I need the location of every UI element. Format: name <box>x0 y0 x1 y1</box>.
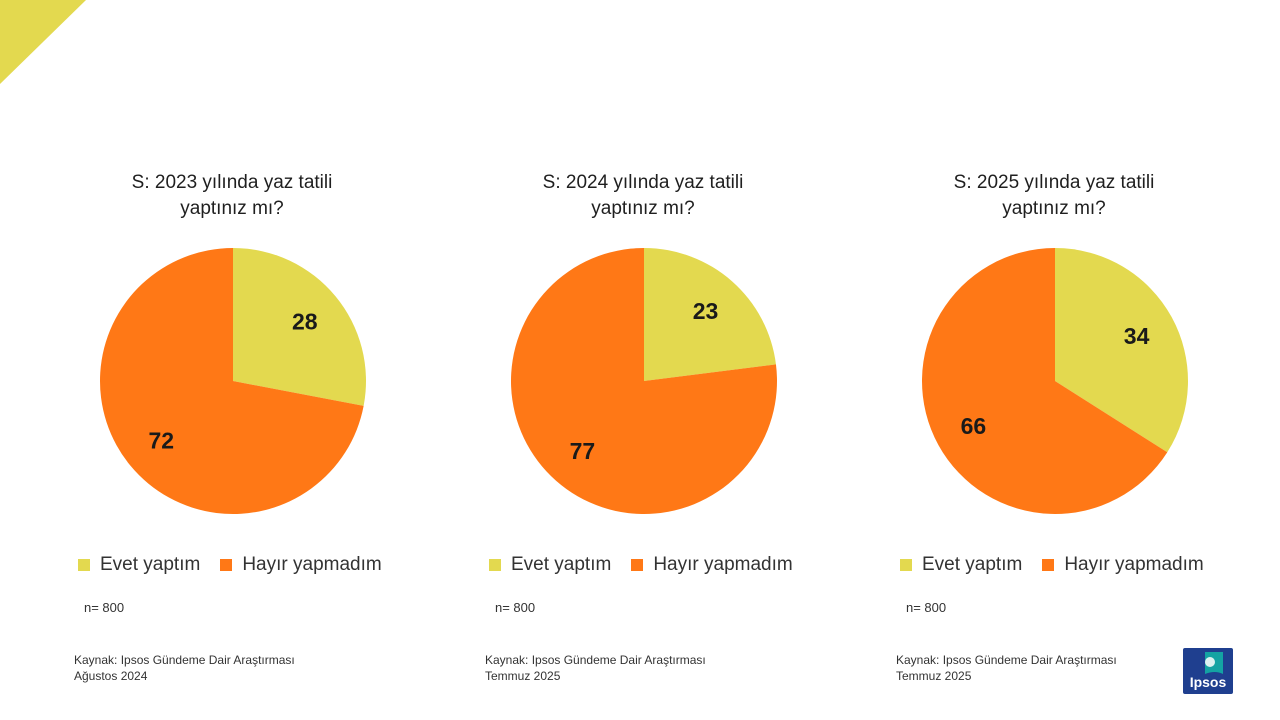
source-line-2: Ağustos 2024 <box>74 669 148 683</box>
pie-chart-2024: 23 77 <box>511 248 777 514</box>
pie-slice-evet <box>233 248 366 406</box>
sample-size-label: n= 800 <box>495 600 536 615</box>
chart-title-line-2: yaptınız mı? <box>1002 198 1106 219</box>
pie-chart-2025: 34 66 <box>922 248 1188 514</box>
legend-label-evet: Evet yaptım <box>511 554 612 575</box>
chart-panel-2025: S: 2025 yılında yaz tatili yaptınız mı? … <box>884 0 1224 720</box>
source-line-1: Kaynak: Ipsos Gündeme Dair Araştırması <box>74 653 295 667</box>
source-line-2: Temmuz 2025 <box>896 669 972 683</box>
chart-title-line-1: S: 2023 yılında yaz tatili <box>131 172 333 193</box>
source-line-2: Temmuz 2025 <box>485 669 561 683</box>
chart-title-line-1: S: 2024 yılında yaz tatili <box>542 172 744 193</box>
chart-title: S: 2023 yılında yaz tatili yaptınız mı? <box>62 170 402 222</box>
source-note: Kaynak: Ipsos Gündeme Dair Araştırması A… <box>74 652 295 684</box>
legend-item-hayir: Hayır yapmadım <box>631 554 793 576</box>
legend-label-evet: Evet yaptım <box>922 554 1023 575</box>
legend-item-hayir: Hayır yapmadım <box>1042 554 1204 576</box>
legend-item-evet: Evet yaptım <box>489 554 611 576</box>
source-line-1: Kaynak: Ipsos Gündeme Dair Araştırması <box>485 653 706 667</box>
legend-swatch-evet <box>78 559 90 571</box>
legend-swatch-hayir <box>631 559 644 571</box>
chart-panel-2023: S: 2023 yılında yaz tatili yaptınız mı? … <box>62 0 402 720</box>
pie-slice-hayir <box>99 248 364 514</box>
data-label-evet: 23 <box>693 298 719 324</box>
pie-slice-evet <box>1055 248 1188 453</box>
chart-title: S: 2025 yılında yaz tatili yaptınız mı? <box>884 170 1224 222</box>
pie-chart-2023: 28 72 <box>99 248 366 514</box>
legend-item-evet: Evet yaptım <box>900 554 1022 576</box>
legend-label-evet: Evet yaptım <box>100 554 201 575</box>
source-note: Kaynak: Ipsos Gündeme Dair Araştırması T… <box>896 652 1117 684</box>
chart-title-line-2: yaptınız mı? <box>591 198 695 219</box>
pie-slice-evet <box>644 248 776 381</box>
legend-swatch-evet <box>489 559 501 571</box>
chart-panel-2024: S: 2024 yılında yaz tatili yaptınız mı? … <box>473 0 813 720</box>
data-label-evet: 28 <box>292 309 318 335</box>
legend-item-hayir: Hayır yapmadım <box>220 554 382 576</box>
chart-title-line-1: S: 2025 yılında yaz tatili <box>953 172 1155 193</box>
data-label-hayir: 66 <box>961 413 987 439</box>
source-line-1: Kaynak: Ipsos Gündeme Dair Araştırması <box>896 653 1117 667</box>
legend-label-hayir: Hayır yapmadım <box>1064 554 1204 575</box>
ipsos-logo: Ipsos <box>1183 648 1233 694</box>
source-note: Kaynak: Ipsos Gündeme Dair Araştırması T… <box>485 652 706 684</box>
chart-legend: Evet yaptım Hayır yapmadım <box>489 554 819 576</box>
legend-label-hayir: Hayır yapmadım <box>242 554 382 575</box>
logo-text: Ipsos <box>1190 674 1227 690</box>
legend-label-hayir: Hayır yapmadım <box>653 554 793 575</box>
legend-item-evet: Evet yaptım <box>78 554 200 576</box>
pie-slice-hayir <box>922 248 1168 514</box>
data-label-evet: 34 <box>1124 323 1150 349</box>
legend-swatch-hayir <box>220 559 233 571</box>
data-label-hayir: 77 <box>570 438 596 464</box>
pie-slice-hayir <box>511 248 777 514</box>
chart-title: S: 2024 yılında yaz tatili yaptınız mı? <box>473 170 813 222</box>
corner-accent-triangle <box>0 0 86 84</box>
sample-size-label: n= 800 <box>84 600 125 615</box>
chart-title-line-2: yaptınız mı? <box>180 198 284 219</box>
chart-legend: Evet yaptım Hayır yapmadım <box>900 554 1230 576</box>
data-label-hayir: 72 <box>148 427 174 453</box>
legend-swatch-hayir <box>1042 559 1055 571</box>
chart-legend: Evet yaptım Hayır yapmadım <box>78 554 408 576</box>
sample-size-label: n= 800 <box>906 600 947 615</box>
legend-swatch-evet <box>900 559 912 571</box>
